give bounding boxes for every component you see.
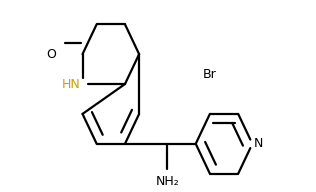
Text: N: N (254, 137, 263, 150)
Text: O: O (46, 48, 57, 61)
Text: Br: Br (203, 68, 217, 81)
Text: HN: HN (62, 78, 81, 91)
Text: NH₂: NH₂ (155, 175, 179, 188)
